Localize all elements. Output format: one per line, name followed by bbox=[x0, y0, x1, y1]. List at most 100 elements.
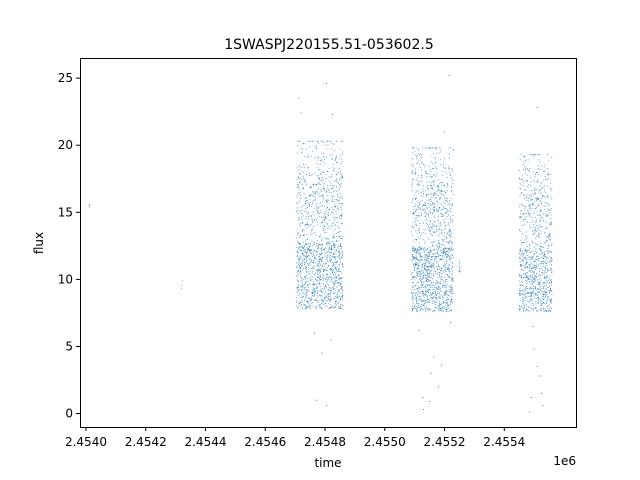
data-point bbox=[305, 257, 307, 259]
data-point bbox=[536, 310, 537, 312]
data-point bbox=[342, 197, 343, 199]
data-point bbox=[339, 283, 341, 284]
data-point bbox=[529, 270, 531, 271]
data-point bbox=[538, 282, 540, 284]
data-point bbox=[544, 290, 546, 292]
data-point bbox=[547, 208, 549, 210]
data-point bbox=[313, 274, 315, 276]
data-point bbox=[423, 239, 424, 241]
data-point bbox=[320, 140, 322, 142]
data-point bbox=[518, 206, 520, 208]
data-point bbox=[413, 289, 415, 291]
data-point bbox=[529, 224, 530, 226]
data-point bbox=[545, 175, 546, 177]
data-point bbox=[524, 267, 525, 269]
data-point bbox=[330, 304, 332, 305]
data-point bbox=[316, 183, 318, 185]
data-point bbox=[448, 256, 450, 257]
data-point bbox=[445, 208, 447, 210]
data-point bbox=[302, 242, 304, 243]
data-point bbox=[538, 281, 540, 283]
data-point bbox=[540, 303, 542, 304]
data-point bbox=[432, 147, 434, 149]
data-point bbox=[447, 274, 449, 276]
data-point bbox=[541, 302, 543, 304]
data-point bbox=[336, 162, 337, 164]
data-point bbox=[418, 277, 420, 279]
data-point bbox=[449, 211, 451, 213]
data-point bbox=[438, 263, 440, 265]
data-point bbox=[312, 265, 314, 267]
data-point bbox=[315, 272, 316, 274]
data-point bbox=[309, 290, 310, 292]
data-point bbox=[312, 294, 314, 296]
data-point bbox=[334, 244, 336, 246]
data-point bbox=[321, 216, 323, 218]
data-point bbox=[450, 241, 452, 243]
data-point bbox=[522, 258, 524, 260]
data-point bbox=[530, 257, 532, 259]
data-point bbox=[443, 194, 445, 196]
data-point bbox=[438, 246, 440, 248]
data-point bbox=[438, 248, 439, 249]
data-point bbox=[525, 258, 526, 259]
data-point bbox=[297, 183, 299, 185]
data-point bbox=[530, 196, 532, 198]
data-point bbox=[546, 291, 548, 293]
data-point bbox=[434, 221, 436, 223]
data-point bbox=[536, 287, 538, 289]
data-point bbox=[459, 269, 461, 271]
data-point bbox=[423, 305, 424, 307]
data-point bbox=[441, 181, 443, 183]
data-point bbox=[446, 255, 448, 257]
data-point bbox=[445, 237, 447, 239]
data-point bbox=[431, 273, 433, 275]
data-point bbox=[444, 185, 445, 187]
data-point bbox=[331, 148, 333, 150]
data-point bbox=[539, 375, 541, 377]
data-point bbox=[438, 386, 440, 388]
data-point bbox=[525, 290, 527, 292]
data-point bbox=[342, 254, 343, 256]
data-point bbox=[448, 268, 450, 270]
data-point bbox=[535, 267, 537, 269]
data-point bbox=[422, 291, 424, 293]
data-point bbox=[546, 213, 548, 215]
data-point bbox=[449, 157, 450, 159]
data-point bbox=[432, 210, 434, 212]
data-point bbox=[429, 230, 431, 232]
data-point bbox=[443, 264, 445, 266]
data-point bbox=[329, 290, 331, 292]
data-point bbox=[525, 293, 527, 295]
data-point bbox=[309, 224, 311, 226]
data-point bbox=[437, 243, 439, 245]
data-point bbox=[412, 147, 414, 149]
data-point bbox=[332, 191, 334, 193]
data-point bbox=[432, 244, 434, 246]
data-point bbox=[447, 308, 449, 310]
data-point bbox=[337, 305, 339, 307]
data-point bbox=[300, 271, 301, 273]
data-point bbox=[519, 252, 521, 254]
data-point bbox=[433, 285, 435, 287]
data-point bbox=[431, 266, 433, 268]
data-point bbox=[334, 276, 336, 278]
data-point bbox=[297, 270, 299, 272]
data-point bbox=[425, 277, 427, 279]
data-point bbox=[333, 256, 335, 258]
data-point bbox=[317, 142, 319, 144]
data-point bbox=[449, 222, 451, 224]
data-point bbox=[426, 181, 428, 183]
data-point bbox=[416, 255, 418, 257]
data-point bbox=[536, 196, 538, 198]
data-point bbox=[417, 220, 419, 221]
data-point bbox=[429, 211, 431, 213]
data-point bbox=[439, 192, 441, 194]
data-point bbox=[439, 306, 441, 307]
data-point bbox=[306, 233, 308, 235]
data-point bbox=[320, 250, 322, 252]
data-point bbox=[452, 263, 454, 265]
data-point bbox=[301, 183, 303, 185]
data-point bbox=[447, 268, 449, 270]
data-point bbox=[318, 306, 320, 308]
